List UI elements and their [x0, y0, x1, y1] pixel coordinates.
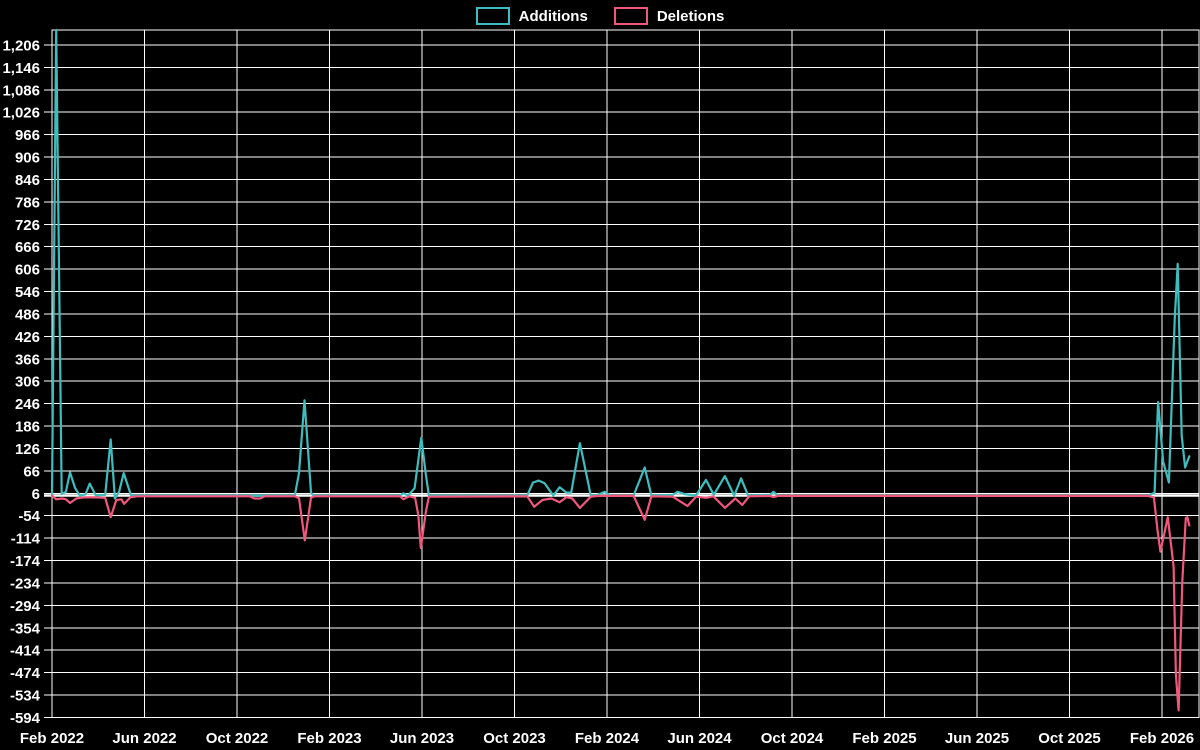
y-axis-tick-label: -354 [10, 620, 41, 637]
y-axis-tick-label: 606 [15, 262, 40, 279]
y-axis-tick-label: -534 [10, 688, 41, 705]
y-axis-tick-label: 1,146 [2, 60, 40, 77]
x-axis-tick-label: Oct 2024 [761, 730, 824, 747]
y-axis-tick-label: 846 [15, 172, 40, 189]
additions-swatch-icon [475, 7, 510, 25]
x-axis-tick-label: Jun 2025 [945, 730, 1009, 747]
y-axis-tick-label: -114 [11, 531, 41, 548]
y-axis-tick-label: 6 [32, 486, 40, 503]
y-axis-tick-label: 126 [15, 441, 40, 458]
y-axis-tick-label: 426 [15, 329, 40, 346]
x-axis-tick-label: Feb 2023 [297, 730, 361, 747]
y-axis-tick-label: 546 [15, 284, 40, 301]
y-axis-tick-label: 786 [15, 194, 40, 211]
y-axis-tick-label: -294 [10, 598, 41, 615]
chart-legend: Additions Deletions [0, 7, 1200, 25]
x-axis-tick-label: Jun 2024 [667, 730, 732, 747]
y-axis-tick-label: 666 [15, 239, 40, 256]
y-axis-tick-label: 246 [15, 396, 40, 413]
plot-border [51, 29, 1200, 718]
y-axis-tick-label: 906 [15, 150, 40, 167]
y-axis-tick-label: 306 [15, 374, 40, 391]
y-axis-tick-label: 66 [23, 463, 40, 480]
y-axis-tick-label: 486 [15, 306, 40, 323]
x-axis-tick-label: Oct 2025 [1038, 730, 1101, 747]
x-axis-tick-label: Feb 2022 [20, 730, 84, 747]
x-axis-tick-label: Feb 2024 [575, 730, 640, 747]
additions-legend-label: Additions [518, 7, 588, 25]
legend-item-deletions: Deletions [613, 7, 725, 25]
x-axis-tick-label: Jun 2022 [112, 730, 176, 747]
y-axis-tick-label: 186 [15, 419, 40, 436]
y-axis-tick-label: 1,086 [2, 82, 40, 99]
deletions-swatch-icon [613, 7, 648, 25]
x-axis-tick-label: Oct 2023 [483, 730, 546, 747]
deletions-legend-label: Deletions [656, 7, 725, 25]
additions-line [50, 28, 1191, 500]
y-axis-tick-label: 1,026 [2, 105, 40, 122]
y-axis-tick-label: -414 [10, 643, 41, 660]
y-axis-tick-label: -594 [10, 710, 41, 727]
deletions-line [50, 494, 1191, 712]
y-axis-tick-label: 1,206 [2, 37, 40, 54]
y-axis-tick-label: -174 [10, 553, 41, 570]
x-axis-tick-label: Feb 2026 [1130, 730, 1194, 747]
y-axis-tick-label: -474 [10, 665, 41, 682]
x-axis-tick-label: Jun 2023 [390, 730, 454, 747]
y-axis-tick-label: 366 [15, 351, 40, 368]
x-axis-tick-label: Oct 2022 [206, 730, 269, 747]
x-axis-tick-label: Feb 2025 [852, 730, 916, 747]
y-axis-tick-label: -54 [18, 508, 40, 525]
y-axis-tick-label: 726 [15, 217, 40, 234]
y-axis-tick-label: 966 [15, 127, 40, 144]
legend-item-additions: Additions [475, 7, 588, 25]
y-axis-tick-label: -234 [10, 575, 41, 592]
